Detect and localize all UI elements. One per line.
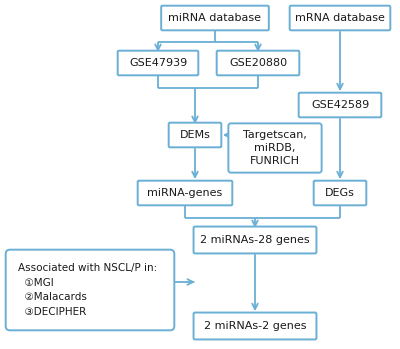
Text: GSE47939: GSE47939 [129, 58, 187, 68]
FancyBboxPatch shape [118, 51, 198, 75]
FancyBboxPatch shape [217, 51, 299, 75]
FancyBboxPatch shape [194, 227, 316, 253]
Text: Targetscan,
miRDB,
FUNRICH: Targetscan, miRDB, FUNRICH [243, 130, 307, 166]
Text: miRNA-genes: miRNA-genes [147, 188, 223, 198]
Text: Associated with NSCL/P in:
  ①MGI
  ②Malacards
  ③DECIPHER: Associated with NSCL/P in: ①MGI ②Malacar… [18, 263, 157, 317]
FancyBboxPatch shape [138, 181, 232, 205]
FancyBboxPatch shape [6, 250, 174, 330]
FancyBboxPatch shape [169, 123, 221, 147]
Text: DEGs: DEGs [325, 188, 355, 198]
Text: miRNA database: miRNA database [168, 13, 262, 23]
Text: DEMs: DEMs [180, 130, 210, 140]
Text: GSE42589: GSE42589 [311, 100, 369, 110]
Text: 2 miRNAs-2 genes: 2 miRNAs-2 genes [204, 321, 306, 331]
FancyBboxPatch shape [194, 313, 316, 340]
FancyBboxPatch shape [314, 181, 366, 205]
Text: GSE20880: GSE20880 [229, 58, 287, 68]
FancyBboxPatch shape [161, 6, 269, 30]
FancyBboxPatch shape [299, 93, 381, 117]
Text: mRNA database: mRNA database [295, 13, 385, 23]
Text: 2 miRNAs-28 genes: 2 miRNAs-28 genes [200, 235, 310, 245]
FancyBboxPatch shape [228, 123, 322, 173]
FancyBboxPatch shape [290, 6, 390, 30]
